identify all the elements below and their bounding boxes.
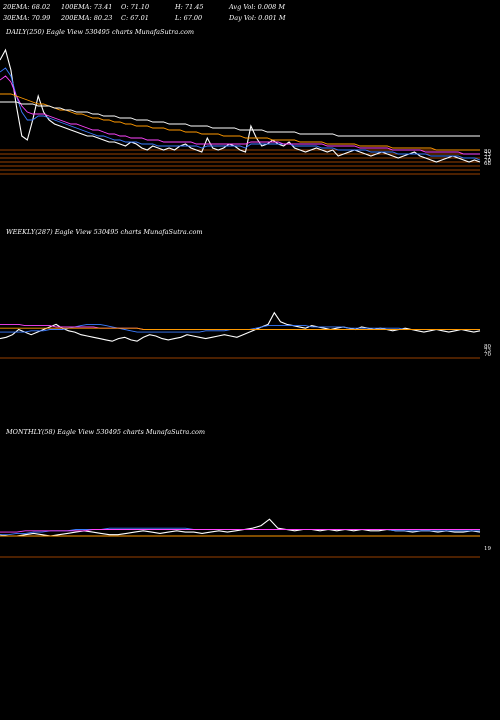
price-tick-label: 80 bbox=[484, 344, 491, 350]
price-tick-label: 80 bbox=[484, 149, 491, 155]
ema100-label: 100EMA: 73.41 bbox=[61, 3, 113, 11]
price-tick-label: 68 bbox=[484, 161, 491, 167]
weekly-panel-title: WEEKLY(287) Eagle View 530495 charts Mun… bbox=[6, 228, 203, 236]
monthly-panel-title: MONTHLY(58) Eagle View 530495 charts Mun… bbox=[6, 428, 206, 436]
ema30-label: 30EMA: 70.99 bbox=[3, 14, 51, 22]
day-vol-label: Day Vol: 0.001 M bbox=[229, 14, 286, 22]
ema20-label: 20EMA: 68.02 bbox=[3, 3, 51, 11]
ema200-series-line bbox=[0, 101, 480, 137]
ema200-label: 200EMA: 80.23 bbox=[61, 14, 113, 22]
price-tick-label: 73 bbox=[484, 152, 491, 158]
ema30-series-line bbox=[0, 75, 480, 155]
ema30-series-line bbox=[0, 529, 480, 533]
price-series-line bbox=[0, 48, 481, 163]
monthly-chart: 19 bbox=[0, 518, 491, 558]
avg-vol-label: Avg Vol: 0.008 M bbox=[229, 3, 286, 11]
close-label: C: 67.01 bbox=[121, 14, 149, 22]
price-series-line bbox=[0, 518, 481, 537]
daily-panel-title: DAILY(250) Eagle View 530495 charts Muna… bbox=[6, 28, 195, 36]
price-tick-label: 70 bbox=[484, 352, 491, 358]
price-tick-label: 73 bbox=[484, 348, 491, 354]
price-tick-label: 19 bbox=[484, 546, 491, 552]
ema100-series-line bbox=[0, 93, 480, 151]
low-label: L: 67.00 bbox=[175, 14, 203, 22]
price-tick-label: 71 bbox=[484, 155, 491, 161]
ema20-series-line bbox=[0, 67, 481, 161]
open-label: O: 71.10 bbox=[121, 3, 150, 11]
price-tick-label: 70 bbox=[484, 158, 491, 164]
ema100-series-line bbox=[0, 327, 480, 330]
high-label: H: 71.45 bbox=[175, 3, 204, 11]
